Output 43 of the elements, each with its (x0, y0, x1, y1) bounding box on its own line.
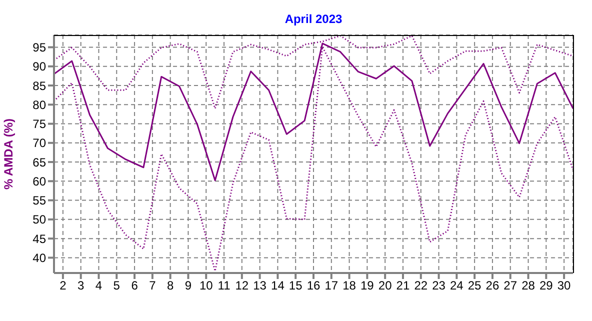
x-tick-label: 27 (504, 278, 518, 293)
x-tick-label: 11 (218, 278, 231, 293)
x-tick-label: 29 (539, 278, 554, 293)
y-tick-label: 65 (32, 155, 46, 170)
x-tick-label: 22 (414, 278, 428, 293)
y-tick-label: 70 (32, 136, 46, 150)
x-tick-label: 25 (468, 278, 482, 293)
x-tick-label: 17 (324, 278, 338, 293)
x-tick-label: 26 (486, 278, 500, 293)
x-tick-label: 9 (184, 278, 192, 293)
x-tick-label: 5 (113, 278, 120, 293)
x-tick-label: 15 (288, 278, 303, 293)
x-tick-label: 21 (396, 278, 410, 293)
x-tick-label: 18 (342, 278, 356, 293)
x-tick-label: 7 (149, 278, 156, 293)
x-tick-label: 10 (199, 278, 214, 293)
y-tick-label: 85 (32, 78, 46, 93)
y-tick-label: 40 (32, 250, 46, 265)
x-tick-label: 12 (235, 278, 249, 293)
y-tick-label: 45 (32, 232, 46, 246)
x-tick-label: 16 (306, 278, 320, 293)
y-axis-title: % AMDA (%) (1, 118, 16, 190)
chart-title: April 2023 (284, 12, 344, 26)
y-tick-label: 60 (32, 174, 46, 188)
x-tick-label: 20 (378, 278, 392, 293)
x-tick-label: 30 (557, 278, 572, 293)
x-tick-label: 28 (522, 278, 536, 293)
x-tick-label: 14 (271, 278, 285, 293)
x-tick-label: 3 (78, 278, 84, 293)
x-tick-label: 23 (432, 278, 446, 293)
x-tick-label: 19 (360, 278, 374, 293)
x-tick-label: 2 (60, 278, 67, 293)
y-tick-label: 55 (32, 194, 46, 208)
x-tick-label: 4 (95, 278, 102, 293)
y-tick-label: 50 (32, 212, 46, 227)
x-tick-label: 13 (253, 278, 267, 293)
y-tick-label: 90 (32, 60, 46, 74)
x-tick-label: 24 (450, 278, 464, 293)
x-tick-label: 6 (131, 278, 138, 293)
y-tick-label: 75 (32, 117, 46, 132)
y-tick-label: 95 (32, 40, 46, 55)
y-tick-label: 80 (32, 98, 46, 112)
x-tick-label: 8 (166, 278, 174, 293)
